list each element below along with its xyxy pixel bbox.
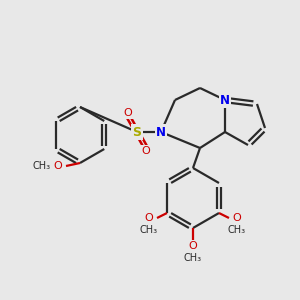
Text: O: O xyxy=(54,161,62,171)
Text: CH₃: CH₃ xyxy=(228,225,246,235)
Text: O: O xyxy=(189,241,197,251)
Text: O: O xyxy=(232,213,242,223)
Text: N: N xyxy=(156,125,166,139)
Text: CH₃: CH₃ xyxy=(140,225,158,235)
Text: N: N xyxy=(220,94,230,106)
Text: CH₃: CH₃ xyxy=(33,161,51,171)
Text: O: O xyxy=(142,146,150,156)
Text: S: S xyxy=(133,125,142,139)
Text: O: O xyxy=(145,213,153,223)
Text: CH₃: CH₃ xyxy=(184,253,202,263)
Text: O: O xyxy=(124,108,132,118)
